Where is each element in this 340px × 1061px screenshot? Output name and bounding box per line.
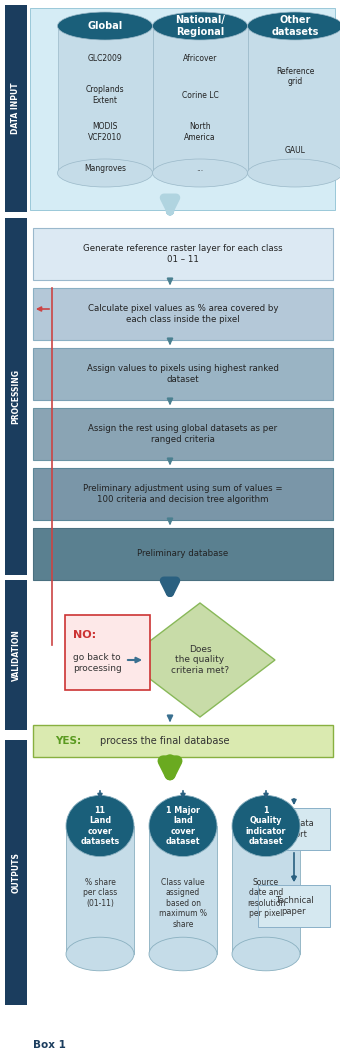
- Text: PROCESSING: PROCESSING: [12, 369, 20, 424]
- Bar: [258, 808, 330, 850]
- Text: ...: ...: [197, 164, 204, 173]
- Text: Box 1: Box 1: [33, 1040, 66, 1050]
- Bar: [33, 528, 333, 580]
- Ellipse shape: [57, 159, 153, 187]
- Bar: [33, 288, 333, 340]
- Bar: [232, 827, 300, 954]
- Bar: [248, 27, 340, 173]
- Text: North
America: North America: [184, 122, 216, 141]
- Bar: [258, 885, 330, 927]
- Text: Source
date and
resolution
per pixel: Source date and resolution per pixel: [247, 879, 285, 918]
- Ellipse shape: [149, 937, 217, 971]
- Text: Assign values to pixels using highest ranked
dataset: Assign values to pixels using highest ra…: [87, 364, 279, 384]
- Text: Does
the quality
criteria met?: Does the quality criteria met?: [171, 645, 229, 675]
- Bar: [33, 725, 333, 756]
- Text: Class value
assigned
based on
maximum %
share: Class value assigned based on maximum % …: [159, 879, 207, 928]
- Bar: [33, 348, 333, 400]
- Text: MODIS
VCF2010: MODIS VCF2010: [88, 122, 122, 141]
- Bar: [5, 5, 27, 212]
- Text: DATA INPUT: DATA INPUT: [12, 83, 20, 135]
- Bar: [66, 827, 134, 954]
- Bar: [153, 27, 248, 173]
- Bar: [5, 218, 27, 575]
- Text: Global: Global: [87, 21, 123, 31]
- Text: YES:: YES:: [55, 736, 81, 746]
- Text: Calculate pixel values as % area covered by
each class inside the pixel: Calculate pixel values as % area covered…: [88, 305, 278, 324]
- Bar: [65, 615, 150, 690]
- Bar: [5, 580, 27, 730]
- Bar: [33, 228, 333, 280]
- Text: Mangroves: Mangroves: [84, 164, 126, 173]
- Text: Other
datasets: Other datasets: [271, 15, 319, 37]
- Text: 1
Quality
indicator
dataset: 1 Quality indicator dataset: [246, 806, 286, 846]
- Text: Preliminary adjustment using sum of values =
100 criteria and decision tree algo: Preliminary adjustment using sum of valu…: [83, 484, 283, 504]
- Ellipse shape: [153, 159, 248, 187]
- Text: Croplands
Extent: Croplands Extent: [86, 86, 124, 105]
- Text: VALIDATION: VALIDATION: [12, 629, 20, 681]
- Text: 11
Land
cover
datasets: 11 Land cover datasets: [80, 806, 120, 846]
- Ellipse shape: [153, 12, 248, 40]
- Bar: [33, 468, 333, 520]
- Ellipse shape: [248, 159, 340, 187]
- Text: OUTPUTS: OUTPUTS: [12, 852, 20, 893]
- Text: National/
Regional: National/ Regional: [175, 15, 225, 37]
- Ellipse shape: [66, 796, 134, 856]
- Ellipse shape: [149, 796, 217, 856]
- Bar: [33, 408, 333, 460]
- Text: GLC2009: GLC2009: [88, 54, 122, 63]
- Text: NO:: NO:: [73, 630, 96, 640]
- Bar: [149, 827, 217, 954]
- Text: 1 Major
land
cover
dataset: 1 Major land cover dataset: [166, 806, 200, 846]
- Text: go back to
processing: go back to processing: [73, 654, 122, 673]
- Text: process the final database: process the final database: [100, 736, 230, 746]
- Text: Technical
paper: Technical paper: [275, 897, 313, 916]
- Text: Africover: Africover: [183, 54, 217, 63]
- Text: Generate reference raster layer for each class
01 – 11: Generate reference raster layer for each…: [83, 244, 283, 264]
- Text: GAUL: GAUL: [285, 145, 305, 155]
- Ellipse shape: [248, 12, 340, 40]
- Text: Assign the rest using global datasets as per
ranged criteria: Assign the rest using global datasets as…: [88, 424, 277, 443]
- Text: % share
per class
(01-11): % share per class (01-11): [83, 879, 117, 908]
- Text: Metadata
report: Metadata report: [274, 819, 314, 838]
- Text: Reference
grid: Reference grid: [276, 67, 314, 86]
- Bar: [30, 8, 335, 210]
- Ellipse shape: [57, 12, 153, 40]
- Text: Preliminary database: Preliminary database: [137, 550, 228, 558]
- Bar: [57, 27, 153, 173]
- Polygon shape: [125, 603, 275, 717]
- Ellipse shape: [232, 796, 300, 856]
- Ellipse shape: [232, 937, 300, 971]
- Text: Corine LC: Corine LC: [182, 90, 218, 100]
- Bar: [5, 740, 27, 1005]
- Ellipse shape: [66, 937, 134, 971]
